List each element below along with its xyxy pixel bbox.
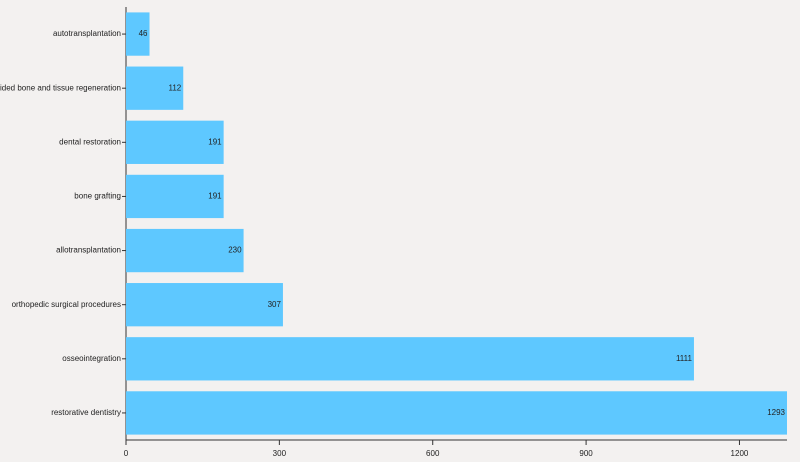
bar	[126, 283, 283, 327]
bar	[126, 337, 694, 381]
y-tick-label: allotransplantation	[56, 246, 121, 255]
bar	[126, 12, 150, 56]
x-tick-label: 300	[273, 449, 287, 458]
y-tick-label: restorative dentistry	[51, 408, 121, 417]
y-tick-label: bone grafting	[74, 192, 121, 201]
y-tick-label: dental restoration	[59, 137, 121, 146]
x-tick-label: 600	[426, 449, 440, 458]
value-label: 191	[208, 137, 222, 146]
value-label: 191	[208, 192, 222, 201]
value-label: 1293	[767, 408, 785, 417]
x-tick-label: 1200	[731, 449, 749, 458]
x-tick-label: 900	[579, 449, 593, 458]
y-tick-label: autotransplantation	[53, 29, 121, 38]
value-label: 112	[168, 83, 181, 92]
bar	[126, 228, 244, 273]
bar	[126, 174, 224, 219]
y-tick-label: guided bone and tissue regeneration	[0, 83, 121, 92]
value-label: 46	[139, 29, 148, 38]
y-tick-label: orthopedic surgical procedures	[12, 300, 121, 309]
bar	[126, 120, 224, 164]
x-tick-label: 0	[124, 449, 129, 458]
value-label: 1111	[676, 354, 693, 363]
value-label: 230	[228, 246, 242, 255]
value-label: 307	[268, 300, 282, 309]
bar	[126, 66, 184, 110]
bar	[126, 391, 787, 435]
y-tick-label: osseointegration	[62, 354, 121, 363]
